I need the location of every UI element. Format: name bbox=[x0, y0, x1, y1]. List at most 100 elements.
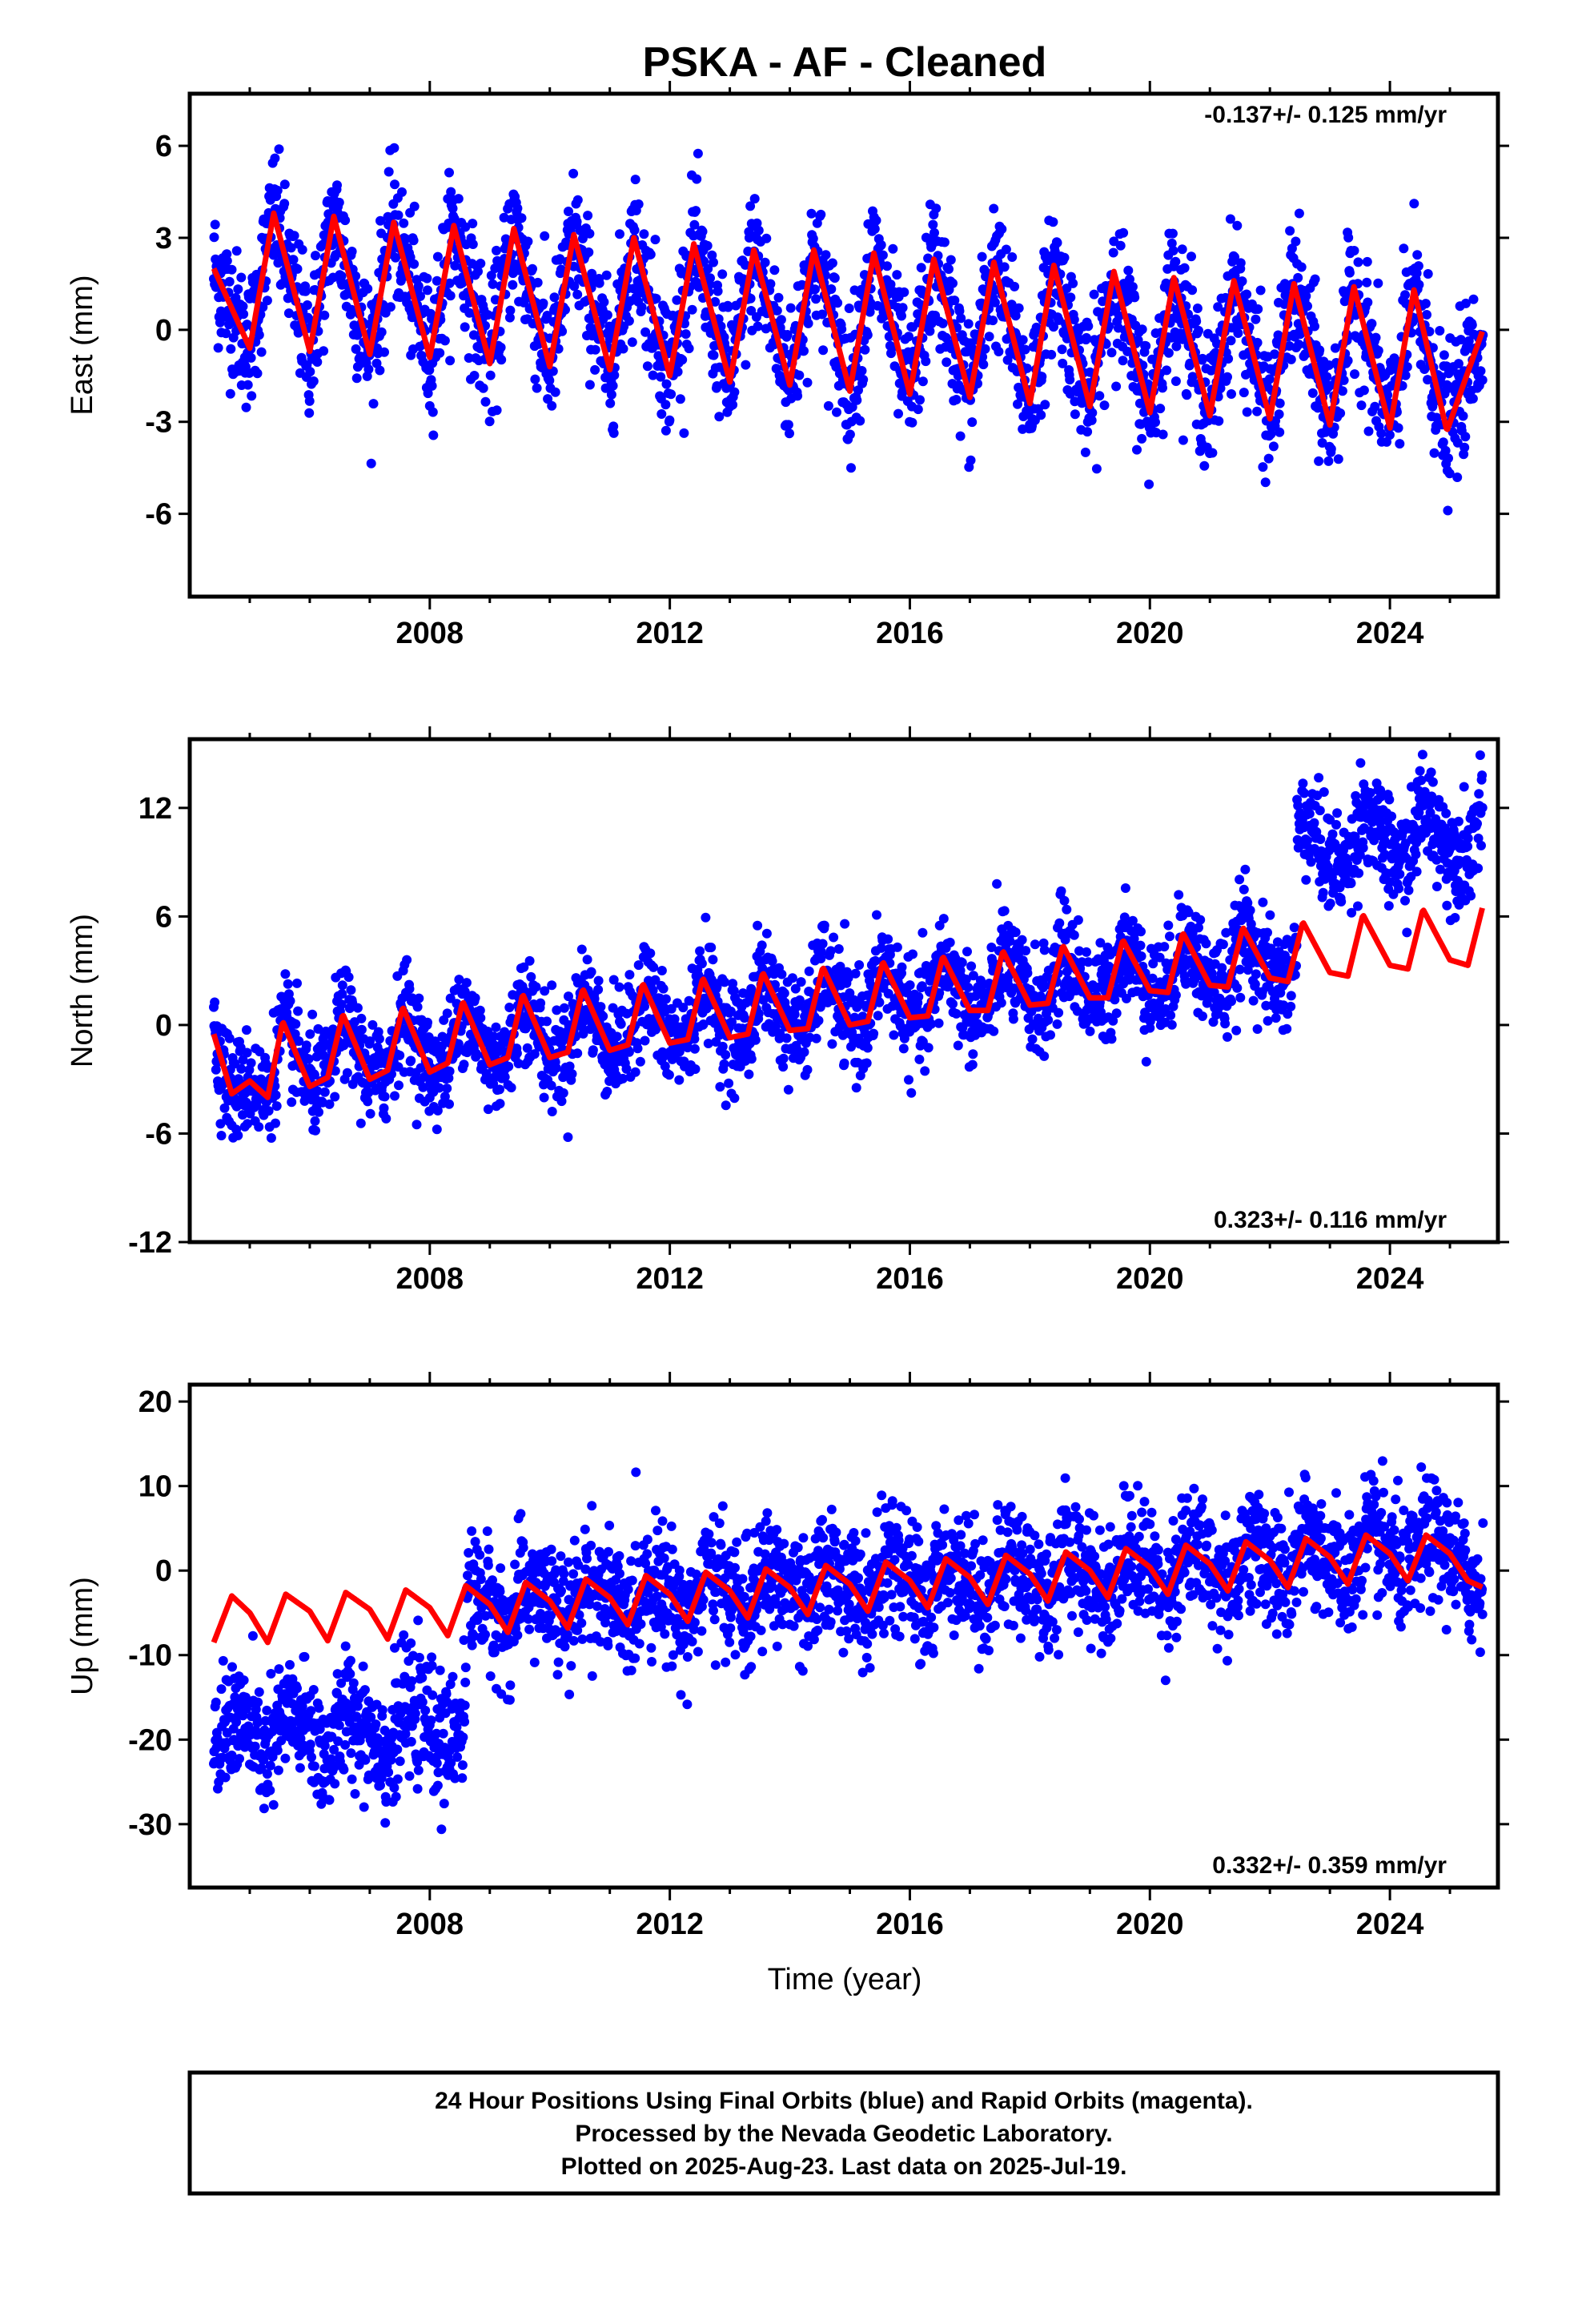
north-point bbox=[280, 969, 291, 979]
east-point bbox=[460, 322, 470, 332]
north-point bbox=[287, 1097, 297, 1108]
east-ytick-label: 0 bbox=[155, 314, 172, 348]
north-point bbox=[777, 969, 787, 979]
north-point bbox=[817, 939, 828, 949]
north-point bbox=[356, 1024, 367, 1035]
north-point bbox=[999, 906, 1010, 916]
east-point bbox=[877, 250, 888, 260]
east-point bbox=[1460, 432, 1471, 442]
east-point bbox=[209, 232, 219, 243]
east-point bbox=[363, 364, 374, 375]
east-point bbox=[243, 380, 253, 390]
east-point bbox=[615, 229, 624, 239]
east-point bbox=[584, 228, 595, 239]
east-point bbox=[222, 255, 232, 266]
north-point bbox=[612, 1031, 622, 1042]
north-point bbox=[346, 985, 356, 995]
north-point bbox=[708, 955, 718, 965]
east-point bbox=[557, 326, 568, 336]
north-point bbox=[624, 970, 635, 980]
east-point bbox=[1439, 350, 1449, 360]
north-point bbox=[271, 1118, 280, 1128]
east-point bbox=[656, 409, 667, 419]
east-point bbox=[413, 281, 424, 292]
north-point bbox=[423, 1017, 432, 1027]
east-point bbox=[876, 239, 886, 250]
east-point bbox=[476, 259, 486, 268]
east-point bbox=[707, 250, 717, 260]
east-point bbox=[1052, 238, 1062, 248]
east-point bbox=[1443, 505, 1453, 516]
north-point bbox=[767, 956, 777, 967]
east-point bbox=[691, 206, 701, 216]
north-point bbox=[957, 958, 967, 967]
north-point bbox=[1136, 927, 1146, 937]
east-point bbox=[963, 319, 974, 329]
north-point bbox=[753, 920, 763, 931]
east-point bbox=[440, 336, 450, 346]
north-point bbox=[883, 934, 893, 944]
east-point bbox=[416, 291, 425, 301]
east-point bbox=[1235, 258, 1246, 268]
north-point bbox=[938, 914, 949, 924]
east-point bbox=[697, 227, 708, 237]
north-point bbox=[343, 972, 354, 983]
east-point bbox=[587, 268, 597, 279]
east-point bbox=[608, 380, 618, 391]
east-point bbox=[666, 389, 677, 400]
east-point bbox=[1350, 369, 1359, 380]
east-point bbox=[1429, 448, 1439, 458]
east-point bbox=[709, 257, 718, 267]
east-point bbox=[857, 366, 867, 376]
east-point bbox=[1070, 409, 1080, 420]
east-point bbox=[468, 330, 479, 340]
east-point bbox=[946, 255, 956, 265]
east-point bbox=[393, 210, 404, 220]
north-point bbox=[1136, 951, 1146, 961]
north-point bbox=[633, 960, 644, 971]
east-point bbox=[925, 326, 935, 336]
east-point bbox=[1150, 417, 1160, 428]
east-point bbox=[938, 318, 948, 328]
east-point bbox=[692, 174, 702, 184]
east-point bbox=[289, 231, 299, 241]
east-point bbox=[1315, 345, 1325, 356]
east-point bbox=[1253, 304, 1263, 314]
east-point bbox=[923, 253, 934, 263]
east-point bbox=[241, 402, 251, 412]
east-point bbox=[1252, 406, 1263, 416]
east-point bbox=[939, 237, 950, 247]
east-point bbox=[547, 400, 557, 411]
north-point bbox=[374, 1034, 384, 1044]
north-point bbox=[471, 1048, 481, 1059]
east-point bbox=[677, 355, 688, 365]
east-point bbox=[1335, 408, 1346, 418]
east-point bbox=[999, 262, 1010, 272]
east-point bbox=[1458, 411, 1468, 421]
east-point bbox=[826, 284, 837, 294]
east-point bbox=[785, 303, 796, 313]
east-point bbox=[997, 224, 1007, 235]
north-point bbox=[379, 1092, 390, 1102]
east-point bbox=[980, 344, 990, 354]
north-point bbox=[1022, 968, 1033, 979]
north-point bbox=[757, 940, 767, 951]
east-point bbox=[1393, 423, 1403, 433]
east-point bbox=[538, 298, 548, 308]
east-point bbox=[893, 408, 903, 419]
east-point bbox=[499, 212, 509, 223]
east-point bbox=[1275, 427, 1285, 437]
east-point bbox=[1192, 304, 1203, 313]
north-point bbox=[905, 980, 915, 991]
east-point bbox=[1163, 348, 1174, 358]
east-point bbox=[423, 285, 432, 296]
north-point bbox=[951, 1008, 962, 1019]
east-point bbox=[627, 337, 637, 348]
north-point bbox=[778, 1062, 789, 1072]
east-point bbox=[444, 167, 454, 178]
north-point bbox=[576, 944, 587, 955]
east-point bbox=[1014, 303, 1024, 313]
north-point bbox=[869, 1028, 879, 1039]
north-point bbox=[781, 1033, 792, 1043]
east-point bbox=[1130, 292, 1140, 303]
